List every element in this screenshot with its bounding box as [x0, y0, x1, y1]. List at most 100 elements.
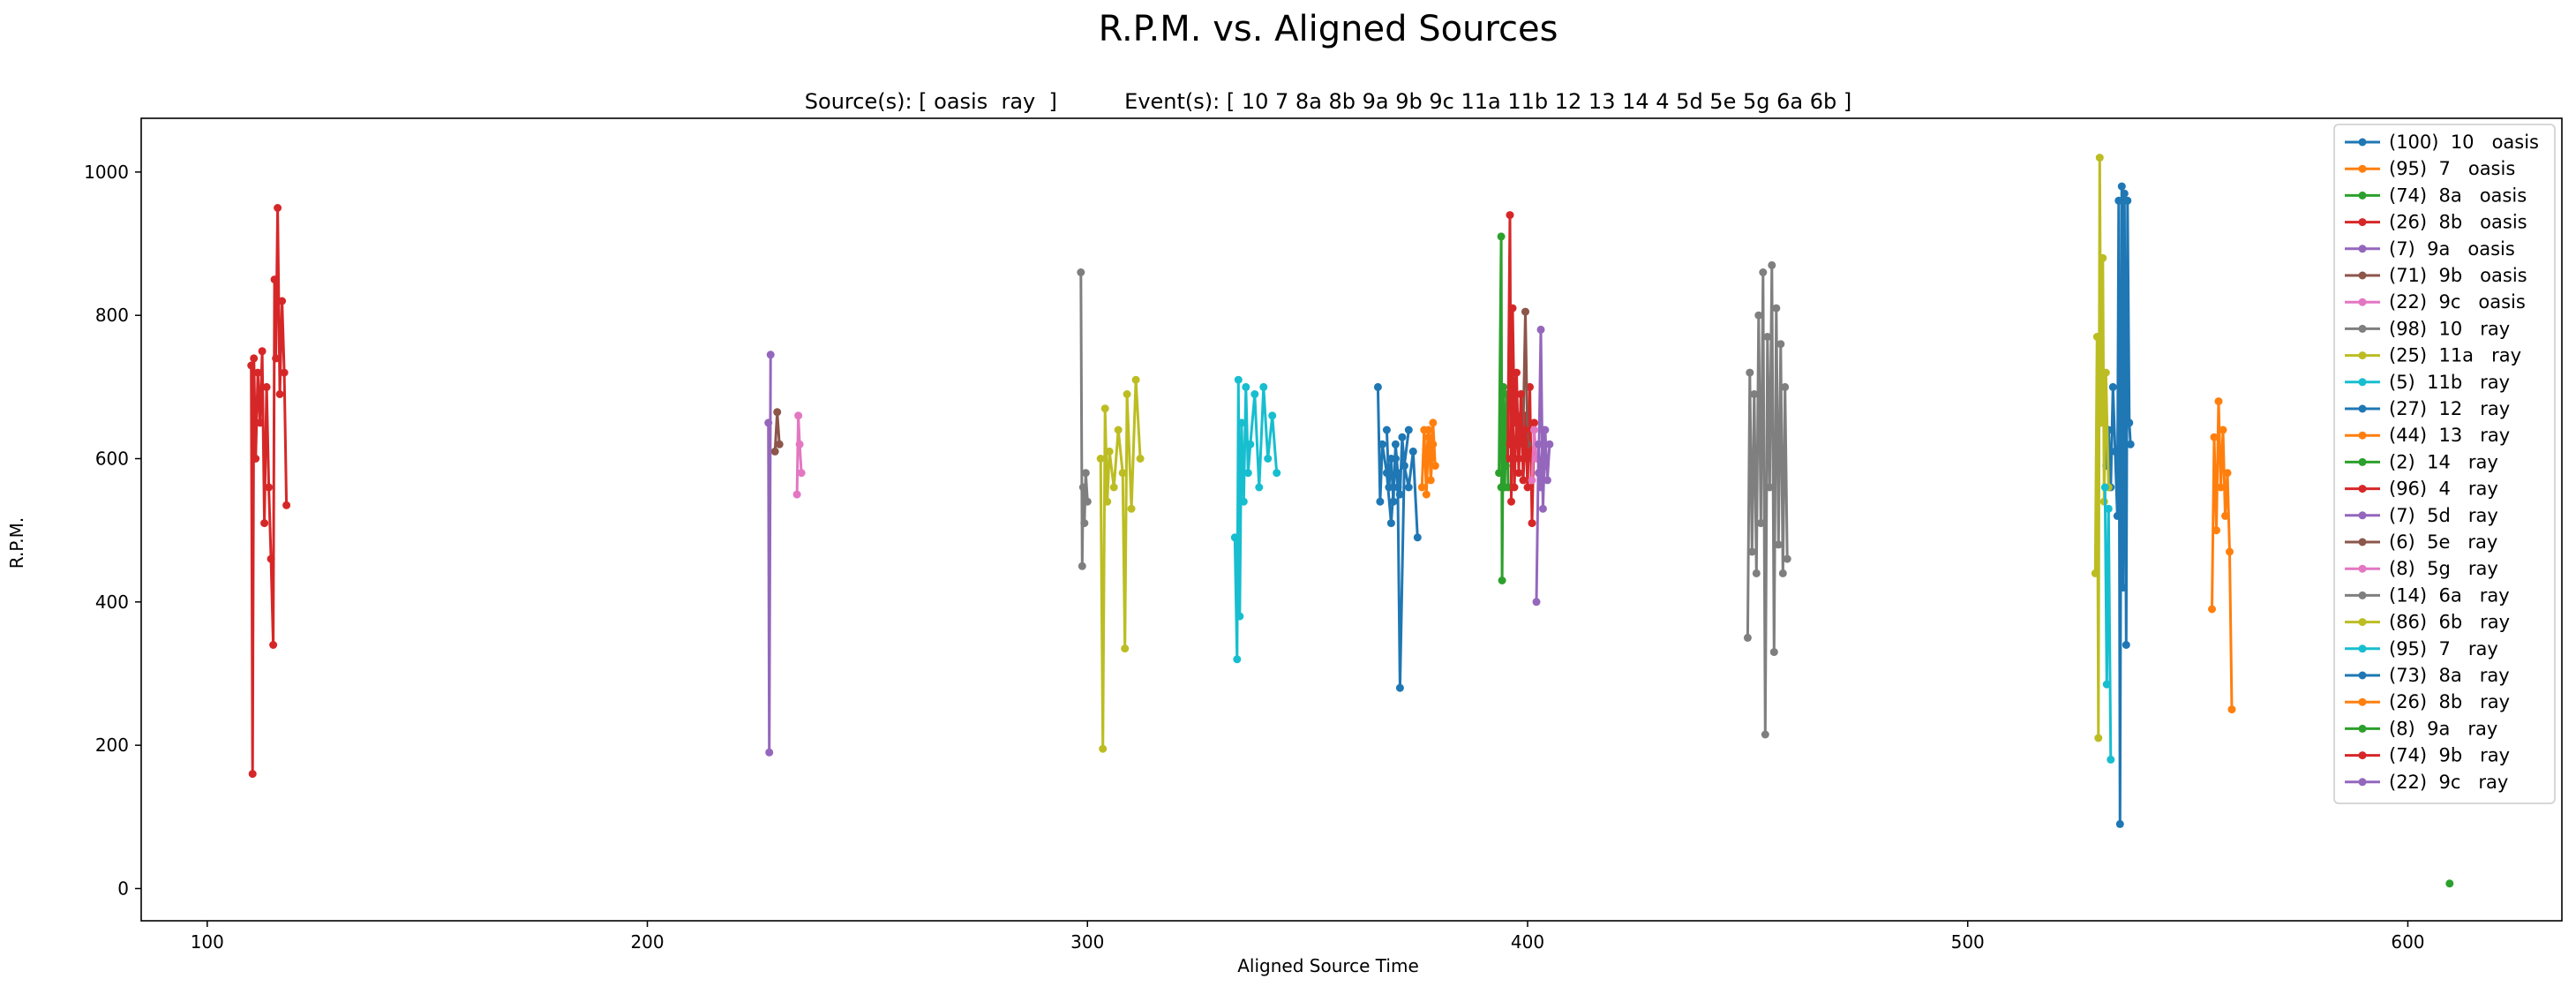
- legend-marker: [2358, 538, 2367, 546]
- data-point: [1234, 375, 1243, 384]
- legend-item: (44) 13 ray: [2345, 425, 2510, 446]
- data-point: [2091, 569, 2099, 577]
- legend-item: (73) 8a ray: [2345, 665, 2510, 686]
- data-point: [1400, 462, 1408, 471]
- series-22: [1422, 426, 1438, 485]
- legend-marker: [2358, 485, 2367, 494]
- data-point: [2126, 440, 2135, 448]
- data-point: [1264, 455, 1273, 463]
- legend-label: (22) 9c ray: [2389, 772, 2508, 793]
- legend-item: (8) 5g ray: [2345, 558, 2498, 579]
- data-point: [250, 354, 259, 363]
- legend-item: (100) 10 oasis: [2345, 132, 2539, 153]
- data-point: [1114, 426, 1123, 434]
- x-tick-label: 100: [191, 931, 224, 953]
- data-point: [794, 411, 803, 420]
- series-line: [2211, 400, 2234, 710]
- x-tick-label: 200: [630, 931, 664, 953]
- data-point: [1109, 483, 1118, 492]
- data-point: [2227, 705, 2236, 714]
- data-point: [1543, 476, 1551, 485]
- data-point: [1538, 426, 1547, 434]
- data-point: [1781, 382, 1790, 391]
- series-13: [2445, 879, 2454, 888]
- y-tick-label: 1000: [84, 162, 129, 183]
- data-point: [1127, 504, 1136, 513]
- data-point: [1408, 447, 1417, 456]
- data-point: [2113, 511, 2122, 520]
- data-point: [1517, 390, 1525, 398]
- data-point: [274, 204, 282, 212]
- data-point: [1077, 268, 1085, 276]
- series-7: [792, 411, 806, 499]
- data-point: [1136, 455, 1145, 463]
- data-point: [253, 368, 262, 377]
- legend-label: (74) 9b ray: [2389, 745, 2510, 766]
- data-point: [2104, 504, 2113, 513]
- data-point: [1523, 483, 1532, 492]
- legend-item: (25) 11a ray: [2345, 345, 2521, 366]
- legend-marker: [2358, 218, 2367, 227]
- series-25: [1532, 426, 1550, 607]
- data-point: [1118, 469, 1127, 478]
- data-point: [1499, 382, 1508, 391]
- series-6: [770, 408, 784, 456]
- data-point: [1237, 418, 1246, 427]
- data-point: [1429, 440, 1438, 448]
- chart-title: R.P.M. vs. Aligned Sources: [1099, 9, 1558, 49]
- legend-item: (14) 6a ray: [2345, 584, 2510, 606]
- data-point: [1510, 483, 1519, 492]
- data-point: [1514, 455, 1523, 463]
- data-point: [1131, 375, 1140, 384]
- legend-label: (14) 6a ray: [2389, 584, 2510, 606]
- legend-marker: [2358, 457, 2367, 466]
- data-point: [1513, 411, 1521, 420]
- legend-item: (6) 5e ray: [2345, 531, 2497, 553]
- legend-marker: [2358, 138, 2367, 147]
- legend-marker: [2358, 778, 2367, 787]
- data-point: [1233, 655, 1242, 664]
- data-point: [1501, 462, 1510, 471]
- data-point: [1426, 476, 1435, 485]
- legend: (100) 10 oasis (95) 7 oasis (74) 8a oasis (…: [2333, 124, 2556, 804]
- series-14: [247, 204, 291, 779]
- series-1: [2102, 182, 2135, 828]
- y-tick-label: 0: [117, 878, 129, 899]
- data-point: [1783, 554, 1791, 563]
- data-point: [1376, 497, 1385, 506]
- data-point: [1752, 569, 1761, 577]
- data-point: [1373, 382, 1382, 391]
- legend-item: (98) 10 ray: [2345, 318, 2510, 339]
- axes: 100 200 300 400 500 600 0 200 400 600 800 1000: [84, 162, 2424, 953]
- data-point: [1083, 497, 1092, 506]
- legend-item: (7) 9a oasis: [2345, 238, 2515, 260]
- data-point: [1508, 382, 1516, 391]
- data-point: [252, 455, 260, 463]
- data-point: [1499, 440, 1508, 448]
- legend-label: (6) 5e ray: [2389, 531, 2497, 553]
- data-point: [2102, 680, 2111, 689]
- series-10: [2100, 483, 2115, 764]
- series-19: [1096, 375, 1145, 753]
- data-point: [1105, 447, 1114, 456]
- data-point: [1538, 504, 1547, 513]
- data-point: [1754, 311, 1763, 320]
- data-point: [2097, 418, 2106, 427]
- data-point: [2100, 483, 2109, 492]
- data-point: [260, 519, 269, 528]
- data-point: [2094, 734, 2103, 742]
- legend-label: (5) 11b ray: [2389, 372, 2510, 393]
- legend-label: (7) 9a oasis: [2389, 238, 2515, 260]
- legend-marker: [2358, 164, 2367, 173]
- legend-label: (22) 9c oasis: [2389, 291, 2526, 313]
- data-point: [258, 347, 267, 356]
- legend-item: (95) 7 oasis: [2345, 158, 2515, 179]
- legend-marker: [2358, 404, 2367, 413]
- legend-item: (96) 4 ray: [2345, 478, 2498, 500]
- x-tick-label: 500: [1951, 931, 1985, 953]
- legend-label: (71) 9b oasis: [2389, 265, 2527, 286]
- legend-marker: [2358, 644, 2367, 653]
- data-point: [1765, 483, 1774, 492]
- data-point: [2119, 584, 2128, 592]
- series-line: [1079, 272, 1089, 568]
